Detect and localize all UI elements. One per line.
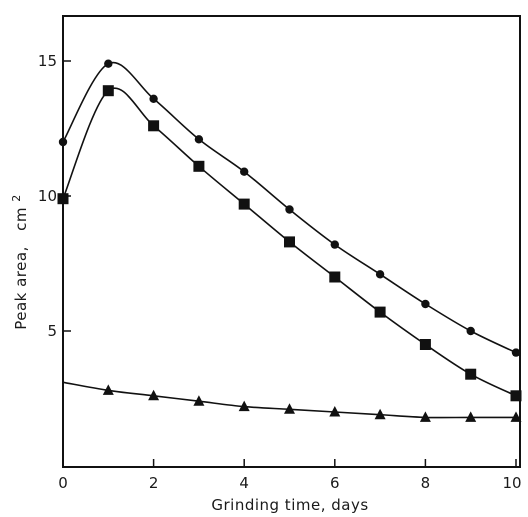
square-marker	[193, 160, 205, 172]
y-tick-label: 15	[38, 52, 57, 70]
square-marker	[57, 193, 69, 205]
square-marker	[510, 390, 522, 402]
circle-marker	[285, 205, 294, 214]
x-tick-label: 4	[239, 474, 249, 492]
square-marker	[238, 198, 250, 210]
circle-marker	[58, 137, 68, 147]
x-axis-label: Grinding time, days	[211, 496, 368, 514]
square-marker	[329, 271, 341, 283]
y-axis-label-unit: cm	[12, 207, 30, 231]
square-marker	[374, 306, 386, 318]
circle-marker	[466, 326, 475, 336]
circle-marker	[194, 135, 204, 144]
circle-marker	[421, 299, 430, 309]
circle-marker	[375, 270, 385, 279]
circle-marker	[240, 167, 249, 176]
square-marker	[419, 339, 431, 350]
x-tick-label: 8	[421, 474, 431, 492]
triangle-marker	[329, 406, 341, 417]
square-marker	[148, 120, 160, 132]
triangle-marker	[193, 395, 205, 406]
triangle-marker	[465, 411, 477, 422]
x-tick-label: 6	[330, 474, 340, 492]
y-axis-label-unit-sup: 2	[10, 194, 23, 202]
series-markers	[57, 59, 522, 422]
triangle-marker	[284, 403, 295, 414]
circle-marker	[330, 240, 339, 249]
plot-frame	[62, 15, 521, 468]
x-tick-label: 10	[502, 474, 521, 492]
axis-tick-labels: 0 2 4 6 8 10 5 10 15	[38, 52, 522, 492]
triangle-marker	[374, 408, 386, 420]
y-tick-label: 10	[38, 187, 57, 205]
series-line-square	[62, 87, 517, 397]
triangle-marker	[238, 400, 250, 412]
triangle-marker	[102, 384, 114, 395]
x-tick-label: 2	[149, 474, 159, 492]
circle-marker	[104, 59, 113, 68]
square-marker	[284, 236, 295, 248]
square-marker	[102, 85, 114, 97]
circle-marker	[511, 348, 521, 357]
square-marker	[465, 368, 477, 380]
y-tick-label: 5	[47, 322, 57, 340]
triangle-marker	[148, 389, 160, 401]
y-axis-label-text: Peak area,	[12, 246, 30, 330]
triangle-marker	[510, 411, 522, 422]
circle-marker	[149, 94, 158, 104]
y-axis-label: Peak area, cm 2	[10, 194, 30, 330]
x-tick-label: 0	[58, 474, 68, 492]
triangle-marker	[419, 411, 431, 422]
